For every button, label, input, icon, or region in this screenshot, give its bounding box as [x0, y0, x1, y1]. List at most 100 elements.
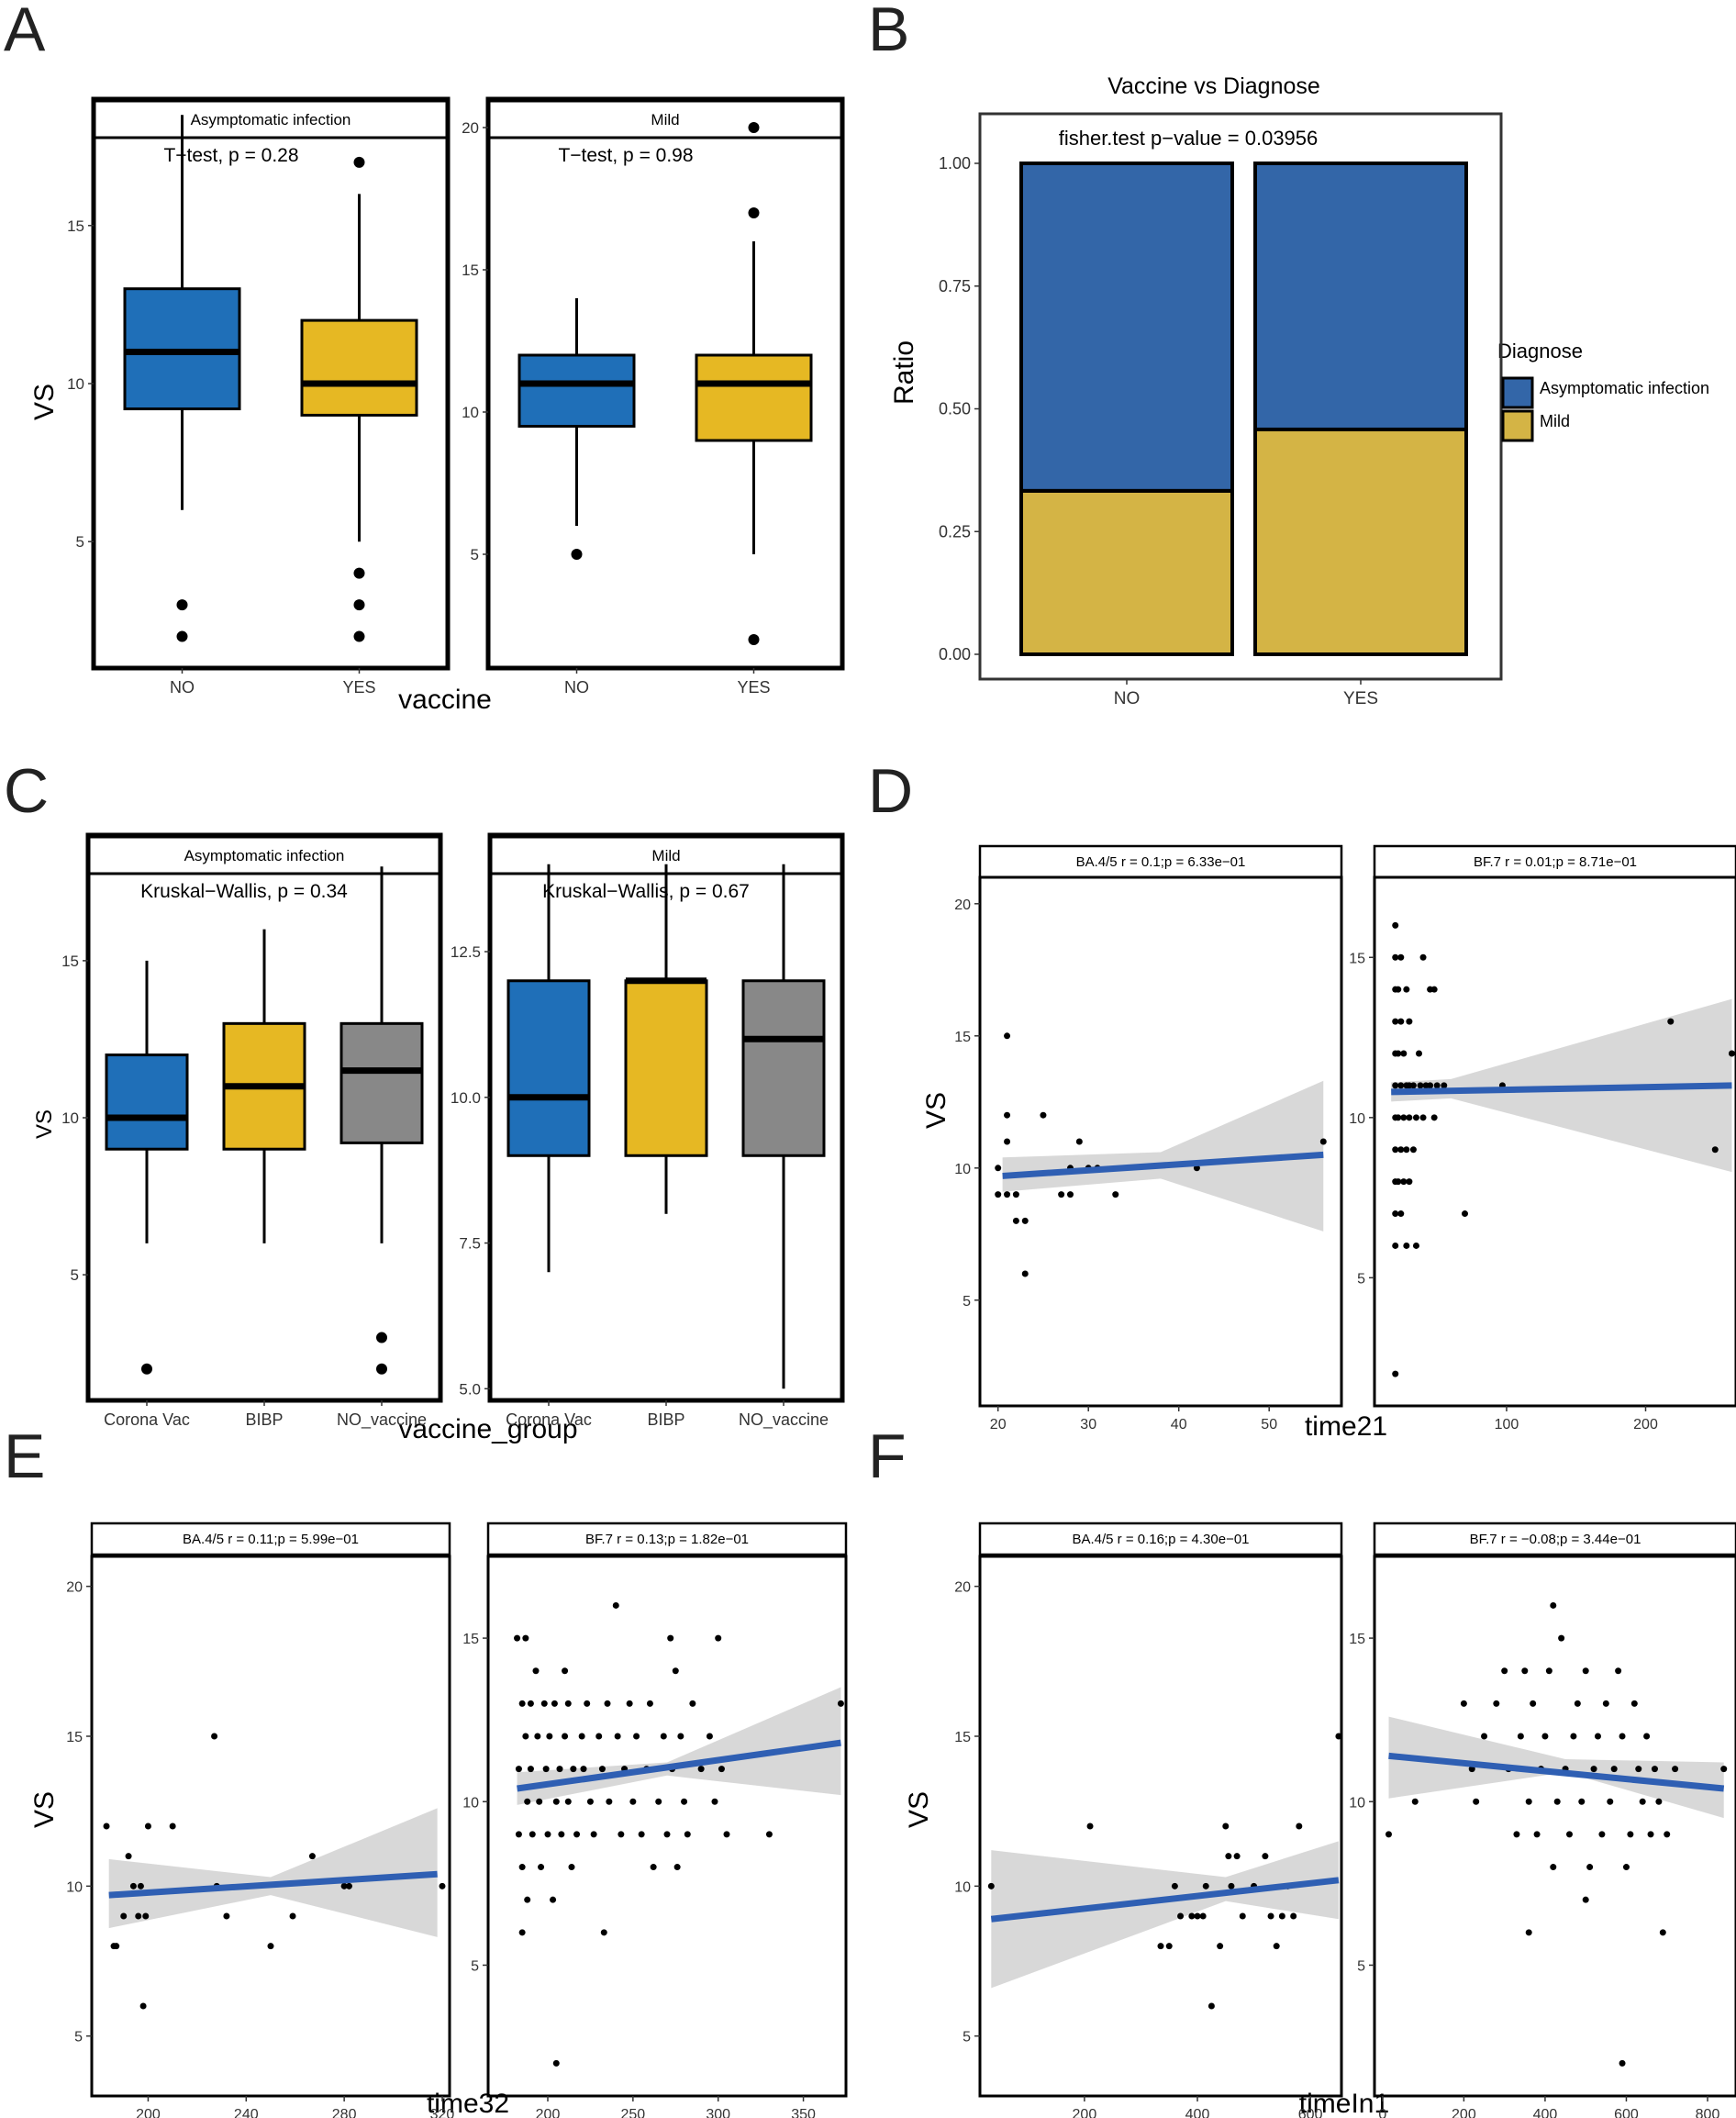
- data-point: [1004, 1032, 1010, 1039]
- y-tick-label: 5: [471, 546, 479, 563]
- data-point: [1712, 1146, 1719, 1153]
- data-point: [1400, 1051, 1407, 1057]
- data-point: [1392, 1210, 1398, 1217]
- y-tick-label: 0.75: [939, 277, 971, 295]
- data-point: [1013, 1191, 1019, 1198]
- x-tick-label: 280: [332, 2107, 357, 2118]
- data-point: [1004, 1139, 1010, 1145]
- outlier-point: [141, 1364, 152, 1375]
- x-tick-label: YES: [342, 678, 375, 697]
- data-point: [1268, 1913, 1274, 1920]
- panel-b-annotation: fisher.test p−value = 0.03956: [1059, 127, 1319, 150]
- data-point: [1013, 1218, 1019, 1224]
- facet-strip-label: BA.4/5 r = 0.16;p = 4.30e−01: [1072, 1532, 1249, 1547]
- y-tick-label: 5: [471, 1958, 479, 1974]
- data-point: [1296, 1823, 1302, 1830]
- panel-letter-d: D: [868, 756, 913, 826]
- data-point: [1623, 1864, 1630, 1870]
- box-yes: [696, 122, 811, 645]
- data-point: [1655, 1799, 1662, 1805]
- data-point: [724, 1831, 730, 1837]
- x-tick-label: 300: [706, 2107, 730, 2118]
- data-point: [1397, 1019, 1404, 1025]
- data-point: [1518, 1733, 1524, 1740]
- data-point: [519, 1929, 526, 1935]
- data-point: [1431, 1114, 1438, 1120]
- data-point: [1416, 1051, 1422, 1057]
- x-tick-label: 50: [1261, 1417, 1277, 1432]
- data-point: [1586, 1864, 1593, 1870]
- data-point: [1403, 1243, 1409, 1249]
- outlier-point: [376, 1332, 387, 1343]
- facet-strip-label: BA.4/5 r = 0.11;p = 5.99e−01: [183, 1532, 359, 1547]
- data-point: [1397, 954, 1404, 961]
- outlier-point: [177, 631, 188, 642]
- bar-yes-mild: [1255, 429, 1466, 654]
- data-point: [1526, 1799, 1532, 1805]
- data-point: [1583, 1667, 1589, 1674]
- panel-b-plot: 0.000.250.500.751.00NO YES: [939, 114, 1532, 708]
- data-point: [309, 1853, 316, 1859]
- facet-strip-label: Asymptomatic infection: [184, 847, 345, 864]
- panel-d-facet-2: BF.7 r = 0.01;p = 8.71e−0151015100 200: [1349, 846, 1736, 1432]
- box-body: [743, 981, 824, 1156]
- x-tick-label: 320: [430, 2107, 455, 2118]
- data-point: [346, 1883, 352, 1889]
- data-point: [1400, 1114, 1407, 1120]
- data-point: [290, 1913, 296, 1920]
- panel-letter-c: C: [4, 756, 49, 826]
- panel-b-ylabel: Ratio: [889, 340, 919, 405]
- panel-letters: A B C D E F: [4, 0, 913, 1491]
- y-tick-label: 15: [1349, 951, 1365, 966]
- data-point: [113, 1943, 119, 1949]
- data-point: [1225, 1853, 1231, 1859]
- data-point: [1607, 1799, 1613, 1805]
- y-tick-label: 15: [954, 1730, 971, 1745]
- data-point: [1615, 1667, 1621, 1674]
- outlier-point: [354, 568, 365, 579]
- data-point: [1410, 1146, 1417, 1153]
- facet-strip-label: BF.7 r = 0.13;p = 1.82e−01: [585, 1532, 749, 1547]
- outlier-point: [376, 1364, 387, 1375]
- data-point: [1076, 1139, 1083, 1145]
- data-point: [1434, 1082, 1441, 1088]
- panel-letter-f: F: [868, 1421, 907, 1491]
- data-point: [1541, 1733, 1548, 1740]
- y-tick-label: 15: [954, 1030, 971, 1045]
- data-point: [1413, 1114, 1419, 1120]
- y-tick-label: 10: [462, 1795, 479, 1811]
- data-point: [1004, 1191, 1010, 1198]
- data-point: [528, 1766, 534, 1772]
- data-point: [655, 1799, 662, 1805]
- panel-c-facet-1: Asymptomatic infection51015Kruskal−Walli…: [61, 835, 440, 1430]
- panel-e-ylabel: VS: [29, 1791, 60, 1828]
- data-point: [615, 1733, 621, 1740]
- facet-strip-label: Mild: [651, 111, 679, 128]
- bar-no-asymptomatic: [1021, 163, 1232, 491]
- data-point: [684, 1831, 691, 1837]
- y-tick-label: 0.25: [939, 522, 971, 541]
- data-point: [1603, 1700, 1609, 1707]
- box-bibp: [224, 930, 305, 1243]
- panel-f-facet-2: BF.7 r = −0.08;p = 3.44e−01 5 10 15 0 200 400 6…: [1349, 1523, 1736, 2118]
- panel-e-facet-2: BF.7 r = 0.13;p = 1.82e−0151015200 250 300…: [462, 1523, 846, 2118]
- data-point: [1228, 1883, 1234, 1889]
- data-point: [1395, 987, 1401, 993]
- data-point: [135, 1913, 141, 1920]
- data-point: [1534, 1831, 1541, 1837]
- data-point: [516, 1831, 522, 1837]
- data-point: [613, 1602, 619, 1609]
- data-point: [1222, 1823, 1229, 1830]
- data-point: [1406, 1019, 1412, 1025]
- data-point: [1290, 1913, 1296, 1920]
- data-point: [140, 2003, 147, 2010]
- data-point: [1040, 1112, 1046, 1119]
- data-point: [1172, 1883, 1178, 1889]
- data-point: [524, 1897, 530, 1903]
- data-point: [1392, 1371, 1398, 1377]
- data-point: [126, 1853, 132, 1859]
- y-tick-label: 7.5: [459, 1235, 481, 1253]
- data-point: [545, 1831, 551, 1837]
- data-point: [1158, 1943, 1164, 1949]
- data-point: [211, 1733, 217, 1740]
